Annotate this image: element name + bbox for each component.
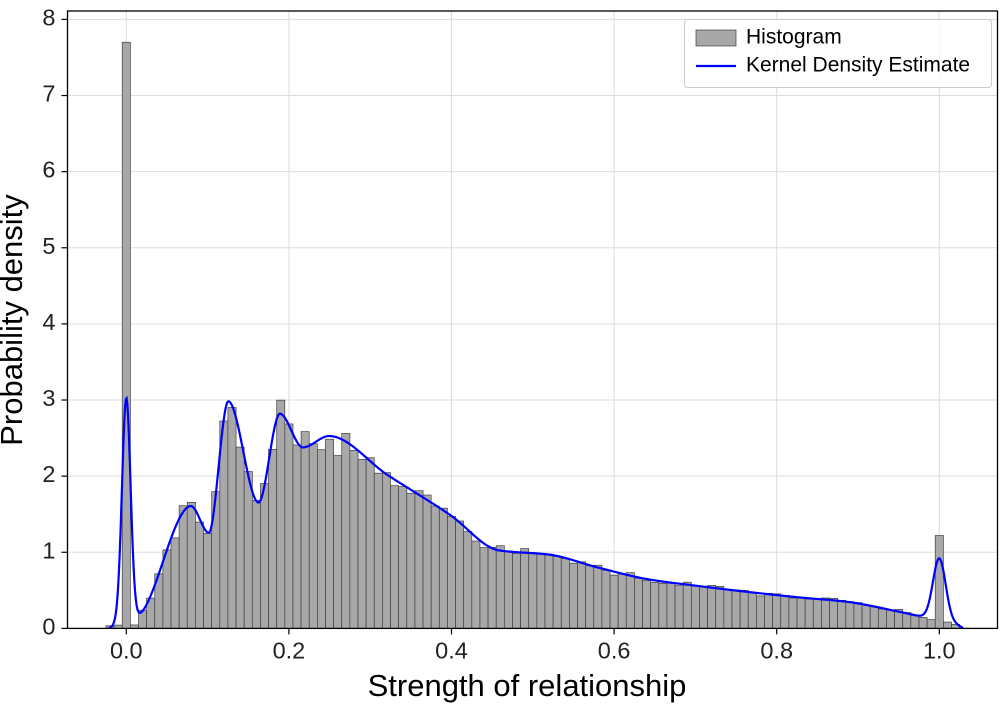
svg-text:2: 2 (42, 461, 55, 487)
svg-text:Kernel Density Estimate: Kernel Density Estimate (746, 54, 970, 77)
svg-text:1.0: 1.0 (923, 637, 956, 663)
svg-text:0.8: 0.8 (760, 637, 793, 663)
svg-text:8: 8 (42, 4, 55, 30)
svg-text:0.4: 0.4 (435, 637, 468, 663)
svg-text:6: 6 (42, 157, 55, 183)
svg-text:3: 3 (42, 385, 55, 411)
svg-text:Strength of relationship: Strength of relationship (368, 668, 687, 703)
svg-text:1: 1 (42, 537, 55, 563)
svg-text:0.0: 0.0 (110, 637, 143, 663)
svg-text:5: 5 (42, 233, 55, 259)
svg-text:0.6: 0.6 (598, 637, 631, 663)
svg-text:7: 7 (42, 81, 55, 107)
svg-text:0.2: 0.2 (273, 637, 306, 663)
svg-text:Histogram: Histogram (746, 26, 842, 49)
svg-text:Probability density: Probability density (0, 194, 29, 446)
svg-text:4: 4 (42, 309, 55, 335)
svg-text:0: 0 (42, 613, 55, 639)
